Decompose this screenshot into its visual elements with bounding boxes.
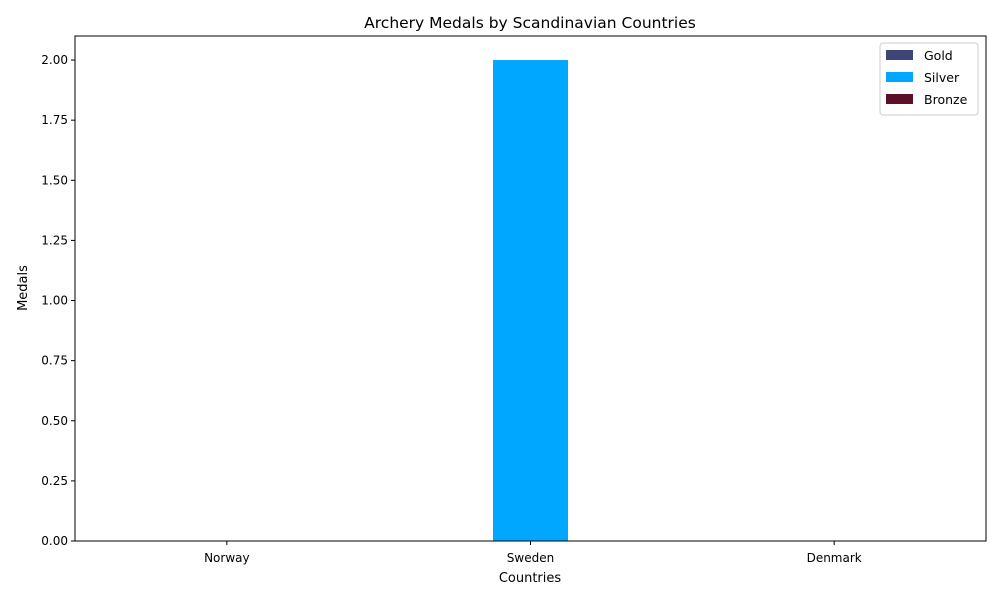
legend-label-gold: Gold [924,48,953,63]
x-tick-label: Norway [204,551,250,565]
y-tick-label: 0.75 [41,354,68,368]
x-axis: Norway Sweden Denmark [204,541,862,565]
y-tick-label: 2.00 [41,53,68,67]
legend-label-bronze: Bronze [924,92,968,107]
y-tick-label: 1.50 [41,173,68,187]
legend-label-silver: Silver [924,70,960,85]
legend-swatch-bronze [886,94,913,104]
y-tick-label: 0.50 [41,414,68,428]
plot-area [493,60,568,542]
y-tick-label: 1.00 [41,294,68,308]
y-axis: 0.00 0.25 0.50 0.75 1.00 1.25 1.50 1.75 2.00 [41,53,75,548]
y-tick-label: 1.25 [41,233,68,247]
chart-title: Archery Medals by Scandinavian Countries [364,14,696,32]
legend-swatch-silver [886,72,913,82]
y-tick-label: 0.00 [41,534,68,548]
x-axis-label: Countries [499,571,562,586]
y-tick-label: 0.25 [41,474,68,488]
legend-swatch-gold [886,50,913,60]
x-tick-label: Denmark [807,551,862,565]
legend: Gold Silver Bronze [879,42,979,116]
y-tick-label: 1.75 [41,113,68,127]
x-tick-label: Sweden [507,551,554,565]
y-axis-label: Medals [16,265,31,311]
bar-silver-sweden [493,60,568,542]
